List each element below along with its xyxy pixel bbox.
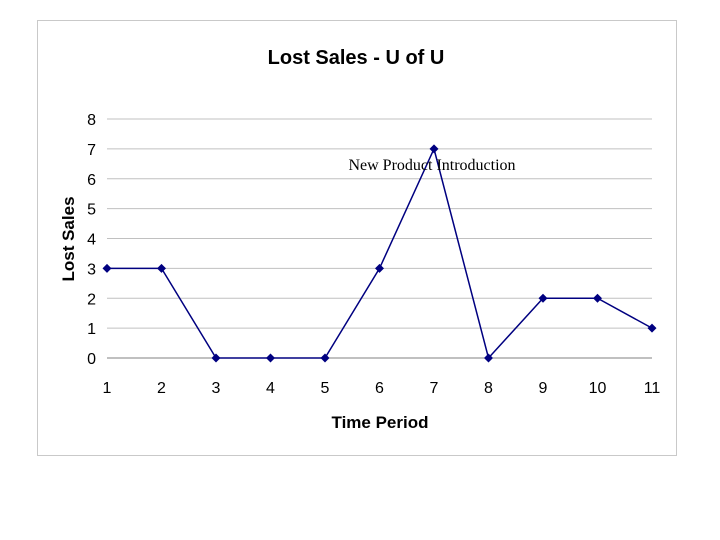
x-tick-label: 9: [539, 380, 548, 397]
data-point: [320, 353, 330, 363]
x-tick-labels: 1 2 3 4 5 6 7 8 9 10 11: [103, 380, 661, 397]
annotation-new-product: New Product Introduction: [348, 157, 515, 174]
y-tick-labels: 0 1 2 3 4 5 6 7 8: [87, 112, 96, 368]
x-tick-label: 10: [589, 380, 607, 397]
data-point: [538, 293, 548, 303]
data-point: [157, 263, 166, 273]
chart-title: Lost Sales - U of U: [268, 47, 445, 69]
y-tick-label: 2: [87, 291, 96, 308]
data-point: [266, 353, 275, 363]
x-tick-label: 6: [375, 380, 384, 397]
x-tick-label: 2: [157, 380, 166, 397]
x-tick-label: 4: [266, 380, 275, 397]
x-tick-label: 8: [484, 380, 493, 397]
y-tick-label: 6: [87, 172, 96, 189]
x-axis-label: Time Period: [332, 413, 429, 432]
x-tick-label: 11: [644, 380, 661, 397]
y-tick-label: 3: [87, 261, 96, 278]
series-line: [107, 146, 653, 360]
y-tick-label: 7: [87, 142, 96, 159]
y-tick-label: 5: [87, 202, 96, 219]
y-axis-label: Lost Sales: [59, 196, 78, 281]
data-point: [429, 144, 439, 154]
data-point: [484, 353, 493, 363]
data-point: [375, 263, 384, 273]
x-tick-label: 5: [321, 380, 330, 397]
data-points: [102, 144, 657, 363]
data-point: [211, 353, 221, 363]
x-tick-label: 7: [430, 380, 439, 397]
y-tick-label: 4: [87, 232, 96, 249]
x-tick-label: 3: [212, 380, 221, 397]
y-tick-label: 8: [87, 112, 96, 129]
gridlines: [107, 118, 652, 359]
data-point: [593, 293, 602, 303]
data-point: [102, 263, 112, 273]
y-tick-label: 1: [87, 321, 96, 338]
data-point: [647, 323, 657, 333]
x-tick-label: 1: [103, 380, 112, 397]
y-tick-label: 0: [87, 351, 96, 368]
